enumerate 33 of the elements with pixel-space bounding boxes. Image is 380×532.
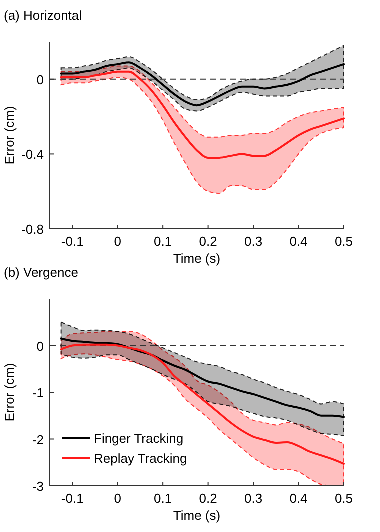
line-series [60, 62, 345, 107]
x-tick-label: 0.3 [244, 491, 263, 506]
x-tick-label: 0.5 [334, 234, 354, 249]
legend-label: Replay Tracking [94, 451, 188, 466]
y-tick-label: 0 [36, 72, 44, 88]
x-tick-label: 0.4 [290, 491, 308, 506]
legend-label: Finger Tracking [94, 431, 184, 446]
y-tick-label: -1 [32, 386, 44, 400]
x-tick-label: 0.2 [199, 491, 218, 506]
chart-title: (a) Horizontal [4, 8, 82, 23]
x-tick-label: -0.1 [61, 234, 84, 249]
x-tick-label: 0.5 [334, 491, 354, 506]
x-tick-label: 0.1 [154, 234, 172, 249]
x-tick-label: 0.2 [199, 234, 218, 249]
x-tick-label: 0 [114, 234, 122, 249]
line-series [60, 70, 345, 159]
x-tick-label: 0.3 [244, 234, 263, 249]
x-tick-label: 0.4 [290, 234, 308, 249]
y-axis-title: Error (cm) [2, 363, 17, 422]
x-tick-label: 0 [114, 491, 122, 506]
line-series [60, 338, 345, 418]
x-tick-label: 0.1 [154, 491, 172, 506]
y-tick-label: -0.8 [22, 222, 44, 237]
x-axis-title: Time (s) [173, 508, 221, 523]
y-tick-label: 0 [36, 338, 44, 354]
x-axis-title: Time (s) [173, 251, 221, 266]
y-tick-label: -0.4 [22, 147, 44, 162]
chart-title: (b) Vergence [4, 265, 78, 280]
line-series [60, 344, 345, 466]
y-tick-label: -3 [32, 479, 44, 494]
y-axis-title: Error (cm) [2, 106, 17, 165]
x-tick-label: -0.1 [61, 491, 84, 506]
y-tick-label: -2 [32, 432, 44, 448]
